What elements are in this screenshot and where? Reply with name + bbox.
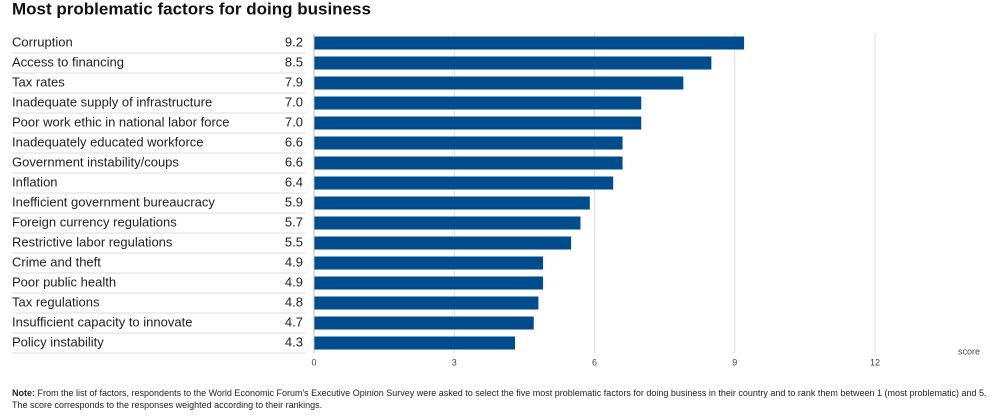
category-label: Inefficient government bureaucracy — [12, 194, 215, 209]
bar — [314, 76, 684, 90]
value-label: 5.5 — [285, 234, 303, 249]
category-label: Policy instability — [12, 334, 104, 349]
bar — [314, 36, 745, 50]
x-tick-label: 0 — [311, 357, 316, 367]
x-tick-label: 3 — [452, 357, 457, 367]
bar — [314, 96, 642, 110]
value-label: 8.5 — [285, 54, 303, 69]
value-label: 4.7 — [285, 314, 303, 329]
value-label: 4.8 — [285, 294, 303, 309]
bar — [314, 156, 623, 170]
category-label: Restrictive labor regulations — [12, 234, 173, 249]
value-label: 6.6 — [285, 154, 303, 169]
bar — [314, 176, 614, 190]
bar — [314, 336, 516, 350]
category-label: Government instability/coups — [12, 154, 179, 169]
category-label: Foreign currency regulations — [12, 214, 177, 229]
bar — [314, 256, 544, 270]
value-label: 4.9 — [285, 254, 303, 269]
bar — [314, 196, 590, 210]
value-label: 6.6 — [285, 134, 303, 149]
value-label: 9.2 — [285, 34, 303, 49]
bar — [314, 276, 544, 290]
bar — [314, 56, 712, 70]
value-label: 7.9 — [285, 74, 303, 89]
category-label: Tax rates — [12, 74, 65, 89]
bar — [314, 216, 581, 230]
category-label: Inadequate supply of infrastructure — [12, 94, 212, 109]
value-label: 5.9 — [285, 194, 303, 209]
bar — [314, 316, 534, 330]
x-axis-label: score — [958, 346, 980, 356]
bar — [314, 136, 623, 150]
bar — [314, 296, 539, 310]
category-label: Access to financing — [12, 54, 124, 69]
chart: Most problematic factors for doing busin… — [12, 0, 980, 367]
note: Note: From the list of factors, responde… — [12, 387, 987, 411]
bar — [314, 116, 642, 130]
value-label: 5.7 — [285, 214, 303, 229]
category-label: Poor work ethic in national labor force — [12, 114, 230, 129]
chart-title: Most problematic factors for doing busin… — [12, 0, 371, 18]
category-label: Inflation — [12, 174, 58, 189]
x-tick-label: 9 — [732, 357, 737, 367]
note-text: From the list of factors, respondents to… — [12, 388, 987, 410]
category-label: Poor public health — [12, 274, 116, 289]
value-label: 7.0 — [285, 94, 303, 109]
category-label: Insufficient capacity to innovate — [12, 314, 192, 329]
category-label: Tax regulations — [12, 294, 100, 309]
category-label: Inadequately educated workforce — [12, 134, 204, 149]
value-label: 7.0 — [285, 114, 303, 129]
x-tick-label: 12 — [870, 357, 880, 367]
value-label: 6.4 — [285, 174, 303, 189]
value-label: 4.3 — [285, 334, 303, 349]
bar — [314, 236, 572, 250]
category-label: Corruption — [12, 34, 73, 49]
note-label: Note: — [12, 388, 35, 398]
x-tick-label: 6 — [592, 357, 597, 367]
category-label: Crime and theft — [12, 254, 101, 269]
value-label: 4.9 — [285, 274, 303, 289]
